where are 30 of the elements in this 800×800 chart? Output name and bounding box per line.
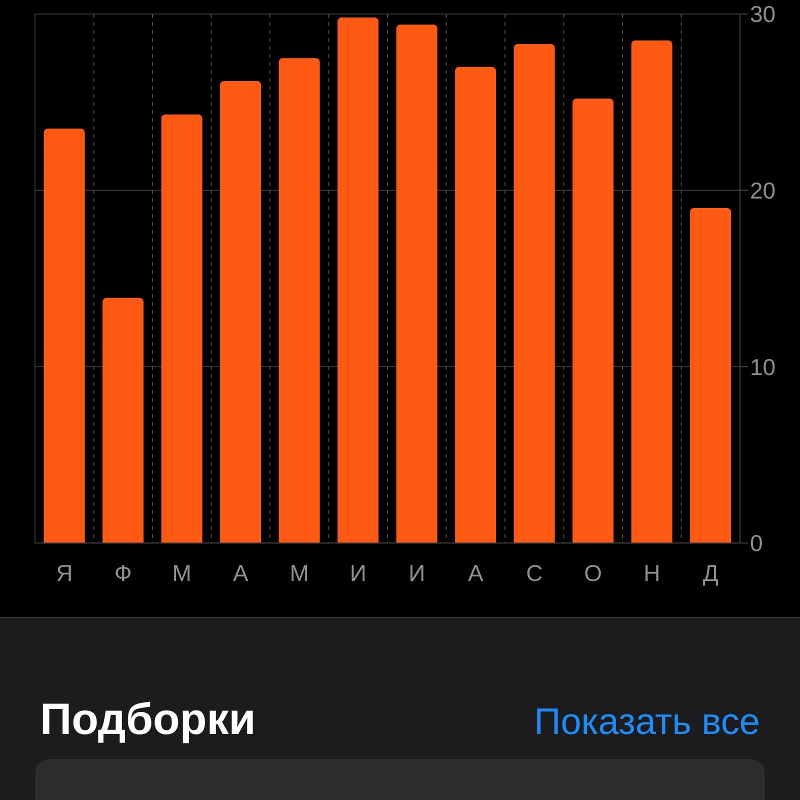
bar bbox=[690, 208, 732, 543]
x-tick-label: И bbox=[350, 560, 366, 586]
y-tick-label: 10 bbox=[750, 354, 776, 380]
bar bbox=[455, 66, 496, 543]
x-tick-label: Н bbox=[644, 560, 660, 586]
x-tick-label: Д bbox=[702, 560, 719, 586]
x-tick-label: А bbox=[468, 560, 484, 586]
bar bbox=[631, 40, 672, 543]
x-tick-label: И bbox=[408, 560, 426, 586]
bar bbox=[44, 128, 85, 543]
x-tick-label: О bbox=[584, 560, 602, 586]
bar bbox=[102, 298, 144, 543]
x-tick-label: М bbox=[290, 560, 309, 586]
x-tick-label: С bbox=[526, 560, 543, 586]
bar bbox=[338, 18, 379, 543]
text: Показать все bbox=[534, 700, 760, 744]
bar bbox=[514, 44, 555, 543]
x-tick-label: Ф bbox=[114, 560, 132, 586]
bar bbox=[161, 114, 202, 543]
x-tick-label: Я bbox=[56, 560, 73, 586]
text: Подборки bbox=[40, 694, 256, 746]
x-tick-label: М bbox=[172, 560, 192, 586]
bar bbox=[220, 81, 262, 543]
bar bbox=[396, 24, 438, 543]
y-tick-label: 30 bbox=[750, 1, 776, 28]
x-tick-label: А bbox=[232, 560, 249, 586]
bar bbox=[572, 98, 614, 543]
y-tick-label: 20 bbox=[750, 178, 776, 204]
bar bbox=[278, 58, 320, 543]
y-tick-label: 0 bbox=[750, 530, 763, 556]
